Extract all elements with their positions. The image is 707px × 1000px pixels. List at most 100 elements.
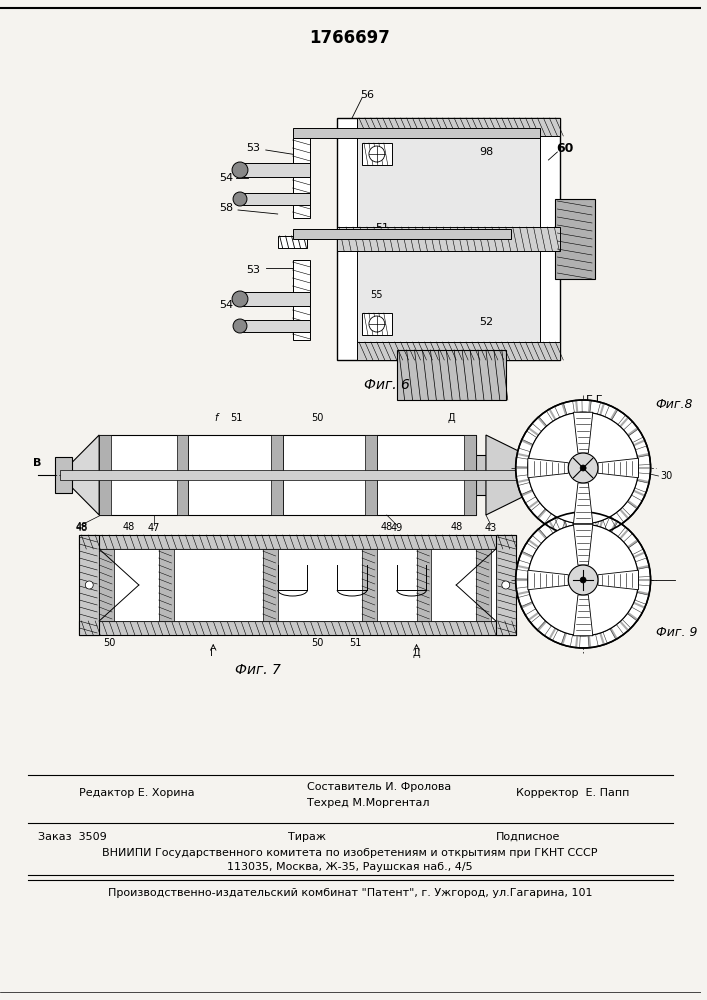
Bar (416, 549, 431, 621)
Text: Д: Д (413, 648, 421, 658)
Circle shape (568, 453, 598, 483)
Text: 50: 50 (103, 638, 115, 648)
Text: 54: 54 (219, 173, 233, 183)
Bar (59, 470, 535, 480)
Circle shape (528, 524, 638, 636)
Polygon shape (598, 458, 638, 478)
Text: 50: 50 (311, 413, 324, 423)
Polygon shape (528, 570, 568, 590)
Bar (79, 621, 515, 635)
Polygon shape (573, 595, 592, 636)
Circle shape (528, 412, 638, 524)
Text: Производственно-издательский комбинат "Патент", г. Ужгород, ул.Гагарина, 101: Производственно-издательский комбинат "П… (108, 888, 592, 898)
Text: 56: 56 (360, 90, 374, 100)
Text: 51: 51 (375, 223, 389, 233)
Circle shape (233, 319, 247, 333)
Bar (293, 260, 310, 340)
Text: 43: 43 (485, 523, 497, 533)
Text: 48: 48 (75, 522, 88, 532)
Text: Г-Г: Г-Г (586, 395, 604, 405)
Bar (357, 342, 561, 360)
Bar (362, 143, 392, 165)
Polygon shape (598, 570, 638, 590)
Circle shape (568, 565, 598, 595)
Circle shape (515, 512, 650, 648)
Text: Фиг. 6: Фиг. 6 (364, 378, 410, 392)
Bar (243, 292, 310, 306)
Text: Составитель И. Фролова: Составитель И. Фролова (308, 782, 452, 792)
Text: 53: 53 (246, 265, 260, 275)
Polygon shape (528, 458, 568, 478)
Bar (496, 535, 515, 635)
Bar (243, 193, 310, 205)
Polygon shape (573, 412, 592, 453)
Text: f: f (214, 413, 218, 423)
Bar (278, 236, 308, 248)
Polygon shape (573, 483, 592, 524)
Text: 47: 47 (148, 523, 160, 533)
Text: Д-Д: Д-Д (579, 543, 601, 553)
Text: 60: 60 (556, 141, 574, 154)
Circle shape (528, 412, 638, 524)
Text: Д: Д (448, 413, 455, 423)
Circle shape (369, 146, 385, 162)
Circle shape (580, 465, 586, 471)
Bar (99, 549, 114, 621)
Bar (357, 136, 540, 342)
Bar (99, 435, 476, 515)
Text: Заказ  3509: Заказ 3509 (37, 832, 107, 842)
Text: 30: 30 (660, 471, 673, 481)
Text: Подписное: Подписное (496, 832, 560, 842)
Text: ВНИИПИ Государственного комитета по изобретениям и открытиям при ГКНТ СССР: ВНИИПИ Государственного комитета по изоб… (103, 848, 598, 858)
Bar (397, 350, 506, 400)
Circle shape (515, 400, 650, 536)
Text: 113035, Москва, Ж-35, Раушская наб., 4/5: 113035, Москва, Ж-35, Раушская наб., 4/5 (227, 862, 473, 872)
Bar (293, 229, 510, 239)
Circle shape (233, 192, 247, 206)
Text: 55: 55 (370, 147, 383, 157)
Text: 50: 50 (311, 638, 324, 648)
Text: Г-Г: Г-Г (587, 415, 603, 425)
Bar (99, 549, 496, 621)
Circle shape (580, 577, 586, 583)
Text: Редактор Е. Хорина: Редактор Е. Хорина (79, 788, 195, 798)
Bar (263, 549, 278, 621)
Text: 55: 55 (370, 290, 383, 300)
Text: 1766697: 1766697 (310, 29, 390, 47)
Polygon shape (573, 524, 592, 565)
Bar (365, 435, 377, 515)
Text: 48: 48 (380, 522, 393, 532)
Bar (293, 128, 540, 138)
Text: 98: 98 (479, 147, 493, 157)
Text: Фиг.8: Фиг.8 (655, 398, 693, 412)
Bar (362, 549, 377, 621)
Text: Фиг. 7: Фиг. 7 (235, 663, 281, 677)
Circle shape (86, 581, 93, 589)
Text: 48: 48 (450, 522, 462, 532)
Text: 51: 51 (543, 543, 556, 553)
Text: В: В (540, 470, 549, 480)
Text: 49: 49 (390, 523, 403, 533)
Text: 58: 58 (219, 203, 233, 213)
Bar (362, 313, 392, 335)
Text: В: В (33, 458, 42, 468)
Text: Тираж: Тираж (288, 832, 327, 842)
Circle shape (502, 581, 510, 589)
Circle shape (369, 316, 385, 332)
Bar (556, 199, 595, 279)
Bar (476, 455, 506, 495)
Circle shape (232, 291, 248, 307)
Bar (357, 118, 561, 136)
Bar (271, 435, 283, 515)
Text: 53: 53 (246, 143, 260, 153)
Bar (337, 118, 561, 360)
Text: 48: 48 (123, 522, 135, 532)
Text: 51: 51 (230, 413, 243, 423)
Text: 48: 48 (75, 523, 88, 533)
Polygon shape (486, 435, 530, 515)
Polygon shape (59, 435, 99, 515)
Text: Г: Г (210, 648, 216, 658)
Bar (79, 535, 99, 635)
Text: Техред М.Моргентал: Техред М.Моргентал (308, 798, 430, 808)
Bar (158, 549, 173, 621)
